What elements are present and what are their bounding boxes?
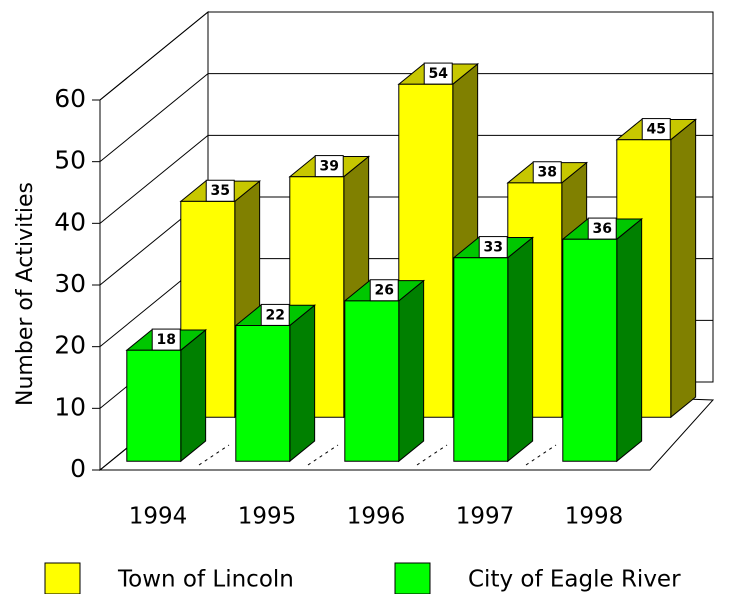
x-tick-label: 1994 [129,504,188,530]
value-label: 45 [646,122,665,138]
value-label-box [205,179,235,202]
floor-divider [307,444,339,466]
legend-swatch [44,562,81,594]
bar-side [398,279,425,463]
value-label: 54 [428,66,448,82]
legend-label: City of Eagle River [468,567,681,593]
bar [452,236,535,463]
legend-swatch [394,562,431,594]
x-tick-label: 1996 [347,504,406,530]
x-tick-label: 1997 [456,504,515,530]
value-label-box [314,155,344,178]
floor-divider [525,444,557,466]
bar-side [180,328,207,463]
value-label: 33 [483,240,502,256]
value-label-box [641,118,671,141]
bar-front [344,300,400,462]
y-tick-label: 40 [54,207,86,236]
y-axis-label: Number of Activities [13,182,38,406]
value-label-box [587,217,617,240]
bar [234,304,317,463]
grid-line [99,73,713,163]
value-label: 35 [210,183,229,199]
value-label: 39 [319,159,338,175]
y-tick-label: 30 [54,269,86,298]
floor-divider [416,444,448,466]
y-tick-label: 10 [54,392,86,421]
bar-side [289,304,316,463]
bar-front [562,238,618,462]
bar [125,328,208,463]
value-label-box [151,328,181,351]
bar-side [616,217,643,463]
bar-front [235,325,291,462]
x-tick-label: 1998 [565,504,624,530]
value-label-box [478,236,508,259]
y-tick-label: 20 [54,331,86,360]
value-label-box [260,303,290,326]
value-label: 22 [265,307,284,323]
value-label: 26 [374,283,393,299]
value-label: 36 [592,221,611,237]
y-tick-label: 60 [54,84,86,113]
value-label-box [423,62,453,85]
value-label: 38 [537,165,556,181]
value-label: 18 [156,332,175,348]
bar-front [126,349,182,462]
grid-line [99,134,713,224]
y-tick-label: 0 [70,454,86,483]
legend-label: Town of Lincoln [117,567,294,593]
x-tick-label: 1995 [238,504,297,530]
floor-divider [198,444,230,466]
bar [343,279,426,463]
bar [561,217,644,463]
bar-front [453,257,509,462]
value-label-box [369,279,399,302]
y-tick-label: 50 [54,146,86,175]
grid-line [99,11,713,101]
value-label-box [532,161,562,184]
bar-side [670,118,697,419]
bar-side [507,236,534,463]
